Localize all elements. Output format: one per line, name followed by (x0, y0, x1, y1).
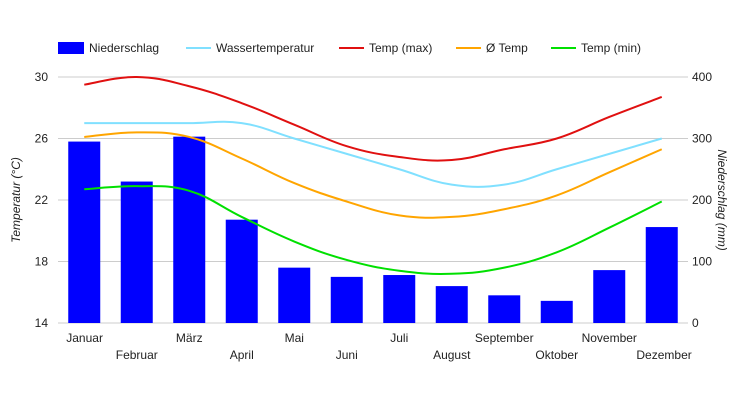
bar-januar (68, 141, 101, 323)
legend-item: Ø Temp (456, 41, 528, 55)
x-tick: September (475, 331, 534, 345)
bar-juli (383, 275, 416, 323)
bar-dezember (645, 227, 678, 323)
bar-august (435, 286, 468, 323)
bar-juni (330, 276, 363, 323)
legend-item: Niederschlag (58, 41, 159, 55)
y-axis-title-right: Niederschlag (mm) (715, 149, 729, 250)
line-wassertemperatur (84, 120, 663, 188)
x-tick: April (230, 348, 254, 362)
legend-label: Temp (max) (369, 41, 432, 55)
temperature-lines (84, 75, 663, 275)
y-tick-right: 300 (692, 132, 712, 146)
y-tick-right: 100 (692, 255, 712, 269)
bar-april (225, 219, 258, 323)
y-tick-left: 26 (35, 132, 49, 146)
line-temp-max (84, 75, 663, 162)
legend-item: Temp (min) (551, 41, 641, 55)
bar-märz (173, 136, 206, 323)
legend: Niederschlag Wassertemperatur Temp (max) Ø … (58, 41, 641, 55)
line-temp (84, 131, 663, 219)
precipitation-bars (68, 136, 678, 323)
bar-mai (278, 267, 311, 323)
bar-september (488, 295, 521, 323)
x-tick: Oktober (535, 348, 578, 362)
grid-lines (58, 76, 688, 324)
y-tick-right: 0 (692, 316, 699, 330)
x-tick: November (582, 331, 637, 345)
bar-oktober (540, 300, 573, 323)
y-tick-left: 14 (35, 316, 49, 330)
x-tick: Mai (285, 331, 304, 345)
y-tick-right: 200 (692, 193, 712, 207)
bar-november (593, 270, 626, 323)
line-temp-min (84, 185, 663, 275)
axis-ticks: 14182226300100200300400JanuarFebruarMärz… (35, 70, 713, 362)
legend-label: Wassertemperatur (216, 41, 314, 55)
legend-label: Temp (min) (581, 41, 641, 55)
x-tick: August (433, 348, 471, 362)
x-tick: Januar (66, 331, 103, 345)
x-tick: Dezember (636, 348, 691, 362)
legend-swatch-niederschlag (58, 42, 84, 54)
x-tick: März (176, 331, 203, 345)
y-tick-left: 22 (35, 193, 49, 207)
y-tick-right: 400 (692, 70, 712, 84)
x-tick: Juni (336, 348, 358, 362)
legend-label: Niederschlag (89, 41, 159, 55)
legend-label: Ø Temp (486, 41, 528, 55)
x-tick: Februar (116, 348, 158, 362)
legend-item: Wassertemperatur (186, 41, 314, 55)
y-tick-left: 18 (35, 255, 49, 269)
y-tick-left: 30 (35, 70, 49, 84)
legend-item: Temp (max) (339, 41, 432, 55)
y-axis-title-left: Temperatur (°C) (9, 157, 23, 243)
x-tick: Juli (390, 331, 408, 345)
bar-februar (120, 181, 153, 323)
